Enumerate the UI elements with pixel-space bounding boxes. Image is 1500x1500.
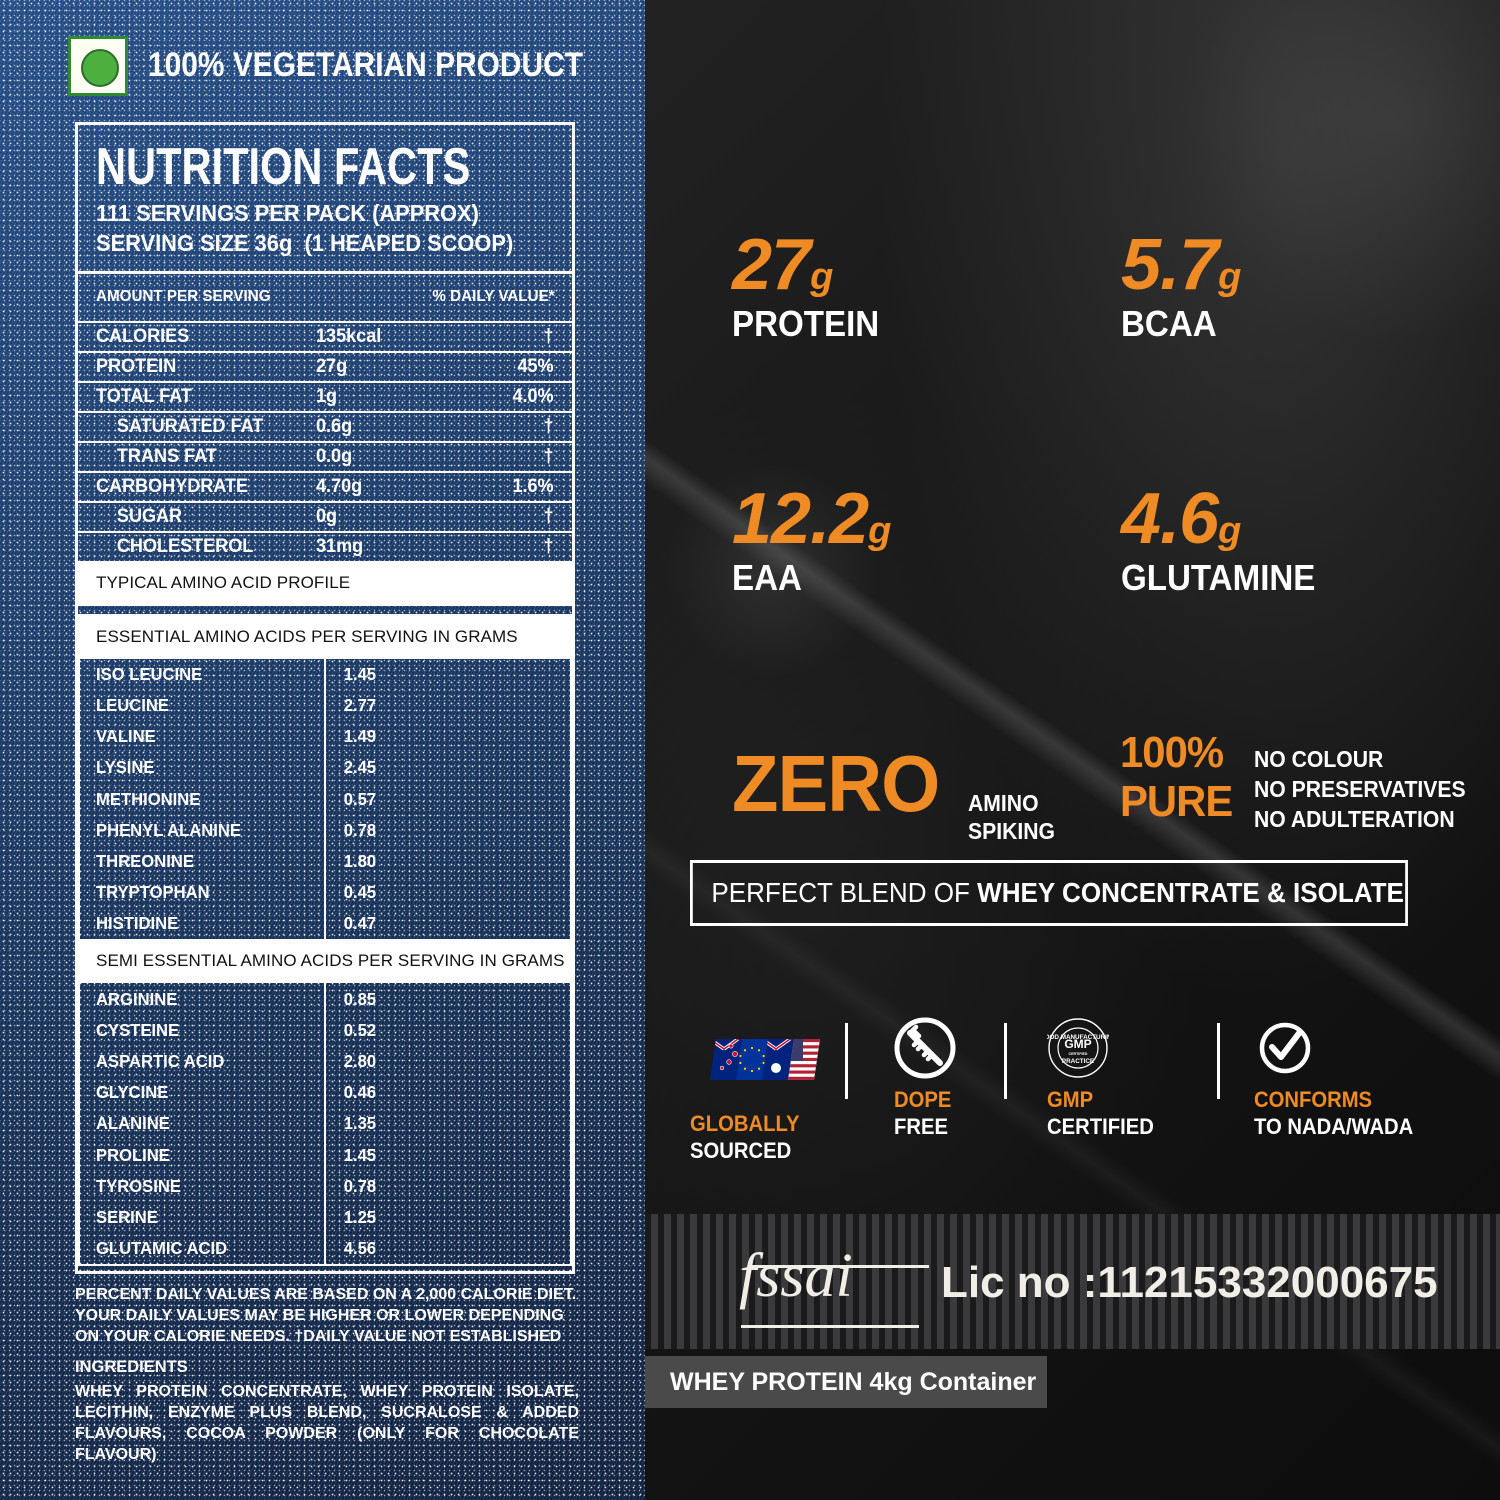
svg-text:GMP: GMP (1064, 1037, 1091, 1051)
svg-text:CERTIFIED: CERTIFIED (1069, 1052, 1088, 1056)
svg-text:PRACTICE: PRACTICE (1062, 1058, 1094, 1065)
